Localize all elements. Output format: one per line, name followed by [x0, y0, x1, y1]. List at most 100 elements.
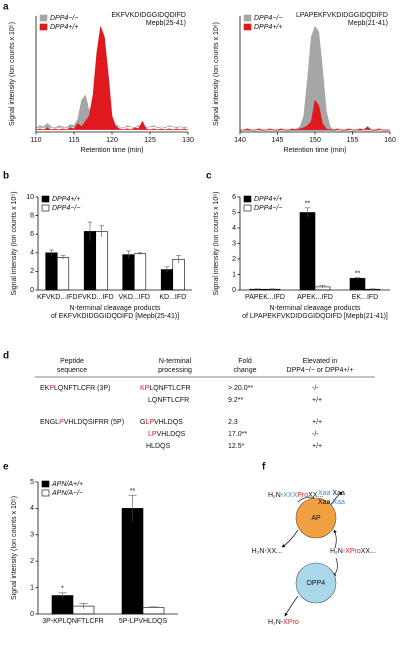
bar [299, 212, 316, 291]
text-part: VHLDQS [154, 419, 183, 426]
y-tick-label: 5 [30, 479, 34, 486]
x-tick-label: 155 [347, 137, 359, 144]
diagram-text: H₂N-XXXProXX... [268, 492, 323, 499]
table-fold: > 20.0** [228, 385, 253, 392]
y-tick-label: 3 [30, 532, 34, 539]
x-axis-label: N-terminal cleavage products [269, 305, 361, 312]
peptide-range: Mepb(21-41) [348, 20, 388, 27]
text-part: H₂N- [330, 548, 346, 555]
error-bar [49, 249, 54, 256]
x-tick-label: KD...IFD [159, 294, 186, 301]
text-part: ENGL [40, 419, 59, 426]
chromatogram-area [240, 25, 390, 132]
table-peptide: EKPLQNFTLCFR (3P) [40, 385, 110, 392]
panel-label: a [3, 2, 9, 13]
y-tick-label: 4 [30, 505, 34, 512]
bar [56, 257, 70, 291]
x-axis-label: of LPAPEKFVKDIDGGIDQDIFD [Mepb(21-41)] [242, 313, 388, 320]
diagram-node [295, 562, 337, 604]
y-axis-label: Signal intensity (Ion counts x 10⁵) [9, 22, 16, 126]
panel-label: d [3, 351, 9, 362]
y-tick-label: 6 [30, 231, 34, 238]
error-bar [126, 250, 131, 259]
y-axis-label: Signal intensity (Ion counts x 10⁵) [11, 191, 18, 295]
y-tick-label: 6 [232, 194, 236, 201]
text-part: LQNFTLCFR [148, 397, 189, 404]
table-header: sequence [57, 367, 87, 374]
table-processing: LQNFTLCFR [148, 397, 189, 404]
legend-swatch [41, 480, 50, 488]
y-tick-label: 0 [30, 611, 34, 618]
table-fold: 12.5* [228, 443, 245, 450]
text-part: LQNFTLCFR (3P) [54, 385, 110, 392]
legend-swatch [41, 195, 50, 203]
x-axis-label: N-terminal cleavage products [69, 305, 161, 312]
legend-label: DPP4−/− [254, 205, 282, 212]
legend-label: DPP4−/− [254, 15, 282, 22]
error-bar [79, 603, 88, 609]
table-fold: 2.3 [228, 419, 238, 426]
text-part: H₂N- [268, 492, 284, 499]
significance-label: ** [305, 201, 311, 208]
text-part: LQNFTLCFR [149, 385, 190, 392]
y-tick-label: 2 [30, 558, 34, 565]
text-part: G [140, 419, 145, 426]
text-part: H₂N-XX... [252, 548, 282, 555]
table-elevated: +/+ [312, 419, 322, 426]
bar [349, 278, 366, 291]
x-axis-label: of EKFVKDIDGGIDQDIFD [Mepb(25-41)] [51, 313, 179, 320]
text-part: XX... [361, 548, 376, 555]
table-header: change [234, 367, 257, 374]
error-bar [137, 252, 143, 255]
error-bar [58, 592, 67, 599]
legend-label: DPP4+/+ [52, 196, 80, 203]
legend-swatch [243, 204, 252, 212]
chromatogram-area [240, 99, 390, 131]
significance-label: ** [355, 270, 361, 277]
text-part: P [49, 385, 54, 392]
table-fold: 17.0** [228, 431, 247, 438]
x-tick-label: PAPEK...IFD [245, 294, 285, 301]
text-part: Xaa [330, 490, 345, 497]
table-header: N-terminal [159, 358, 192, 365]
error-bar [164, 266, 170, 273]
x-tick-label: 150 [309, 137, 321, 144]
y-tick-label: 1 [232, 271, 236, 278]
table-header: Elevated in [303, 358, 338, 365]
legend-swatch [243, 14, 252, 22]
text-part: XPro [345, 548, 361, 555]
diagram-node-label: AP [311, 515, 321, 522]
text-part: LP [148, 431, 157, 438]
x-tick-label: 5P-LPVHLDQS [119, 618, 168, 625]
table-processing: GLPVHLDQS [140, 419, 183, 426]
y-tick-label: 8 [30, 212, 34, 219]
diagram-node-label: DPP4 [307, 580, 325, 587]
table-processing: LPVHLDQS [148, 431, 186, 438]
panel-label: b [3, 171, 9, 182]
x-tick-label: 130 [182, 137, 194, 144]
bar [160, 269, 174, 291]
peptide-range: Mepb(25-41) [146, 20, 186, 27]
y-tick-label: 4 [232, 225, 236, 232]
legend-swatch [243, 195, 252, 203]
text-part: LP [145, 419, 154, 426]
x-tick-label: 160 [384, 137, 396, 144]
diagram-text: H₂N-XProXX... [330, 548, 376, 555]
x-tick-label: 140 [234, 137, 246, 144]
legend-swatch [39, 14, 48, 22]
bar [142, 607, 165, 615]
text-part: KP [140, 385, 150, 392]
y-tick-label: 0 [232, 287, 236, 294]
y-tick-label: 4 [30, 250, 34, 257]
legend-label: DPP4−/− [52, 205, 80, 212]
text-part: Xaa [332, 499, 345, 506]
panel-label: f [262, 462, 266, 473]
text-part: EK [40, 385, 50, 392]
y-tick-label: 2 [232, 256, 236, 263]
text-part: Xaa [318, 499, 332, 506]
table-elevated: -/- [312, 385, 319, 392]
error-bar [128, 494, 137, 522]
table-header: processing [158, 367, 192, 374]
legend-label: DPP4+/+ [254, 24, 282, 31]
